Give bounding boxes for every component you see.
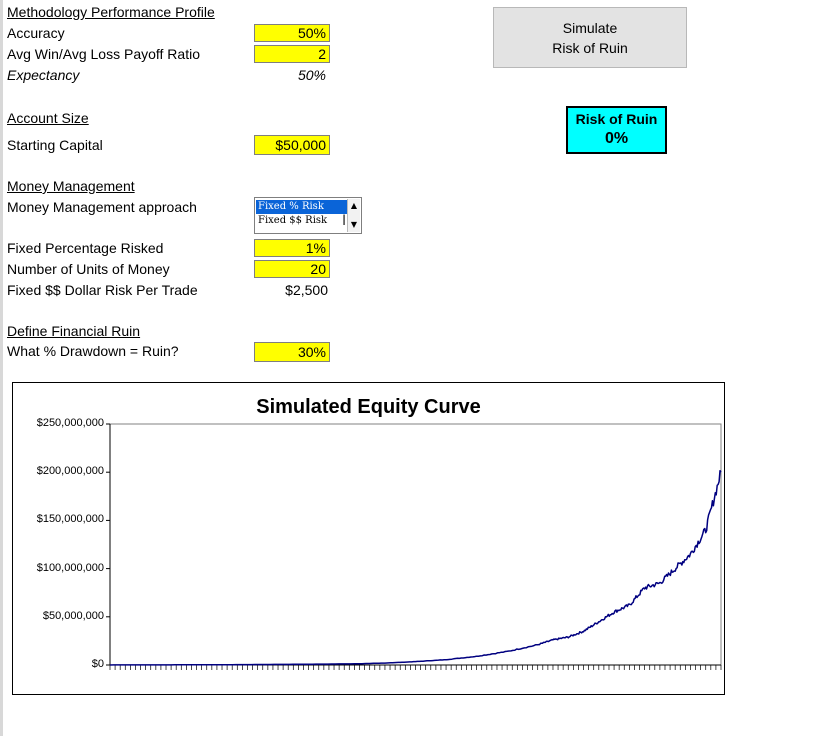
y-tick-label: $250,000,000: [36, 417, 104, 429]
fixed-pct-label: Fixed Percentage Risked: [7, 240, 164, 256]
scroll-up-icon[interactable]: ▲: [350, 201, 358, 210]
units-input[interactable]: 20: [254, 260, 330, 278]
y-tick-label: $100,000,000: [36, 561, 104, 574]
methodology-heading: Methodology Performance Profile: [7, 4, 215, 20]
risk-of-ruin-box: Risk of Ruin 0%: [566, 106, 667, 154]
payoff-ratio-input[interactable]: 2: [254, 45, 330, 63]
y-tick-label: $0: [91, 658, 104, 670]
starting-capital-input[interactable]: $50,000: [254, 135, 330, 155]
plot-area: [109, 423, 722, 666]
mm-approach-listbox[interactable]: Fixed % Risk Fixed $$ Risk ▲ ▼: [254, 197, 362, 234]
y-tick-label: $50,000,000: [42, 609, 104, 622]
listbox-scrollbar[interactable]: ▲ ▼: [347, 199, 360, 232]
risk-of-ruin-value: 0%: [604, 130, 629, 147]
mm-approach-label: Money Management approach: [7, 199, 197, 215]
financial-ruin-heading: Define Financial Ruin: [7, 323, 141, 339]
simulate-button-line2: Risk of Ruin: [552, 39, 628, 56]
equity-series-line: [109, 469, 722, 666]
starting-capital-label: Starting Capital: [7, 137, 103, 153]
accuracy-label: Accuracy: [7, 25, 65, 41]
accuracy-input[interactable]: 50%: [254, 24, 330, 42]
y-tick-label: $200,000,000: [36, 465, 104, 478]
drawdown-label: What % Drawdown = Ruin?: [7, 343, 179, 359]
simulate-risk-of-ruin-button[interactable]: Simulate Risk of Ruin: [493, 7, 687, 68]
equity-curve-chart[interactable]: Simulated Equity Curve $250,000,000 $200,…: [12, 382, 725, 695]
y-tick-label: $150,000,000: [36, 513, 104, 526]
account-size-heading: Account Size: [7, 110, 89, 126]
expectancy-value: 50%: [297, 67, 326, 83]
chart-title: Simulated Equity Curve: [256, 396, 481, 418]
scroll-down-icon[interactable]: ▼: [350, 220, 358, 229]
money-management-heading: Money Management: [7, 178, 135, 194]
chart-plot: [106, 423, 722, 670]
units-label: Number of Units of Money: [7, 261, 170, 277]
risk-of-ruin-label: Risk of Ruin: [575, 111, 658, 127]
expectancy-label: Expectancy: [7, 67, 80, 83]
dollar-risk-value: $2,500: [285, 282, 328, 298]
simulate-button-line1: Simulate: [562, 19, 618, 36]
listbox-option-fixed-pct[interactable]: Fixed % Risk: [256, 200, 350, 214]
sheet-left-gridline: [0, 0, 3, 736]
drawdown-input[interactable]: 30%: [254, 342, 330, 362]
dollar-risk-label: Fixed $$ Dollar Risk Per Trade: [7, 282, 198, 298]
payoff-ratio-label: Avg Win/Avg Loss Payoff Ratio: [7, 46, 200, 62]
listbox-option-fixed-dollar[interactable]: Fixed $$ Risk: [258, 215, 328, 226]
fixed-pct-input[interactable]: 1%: [254, 239, 330, 257]
text-cursor-icon: I: [342, 213, 347, 229]
